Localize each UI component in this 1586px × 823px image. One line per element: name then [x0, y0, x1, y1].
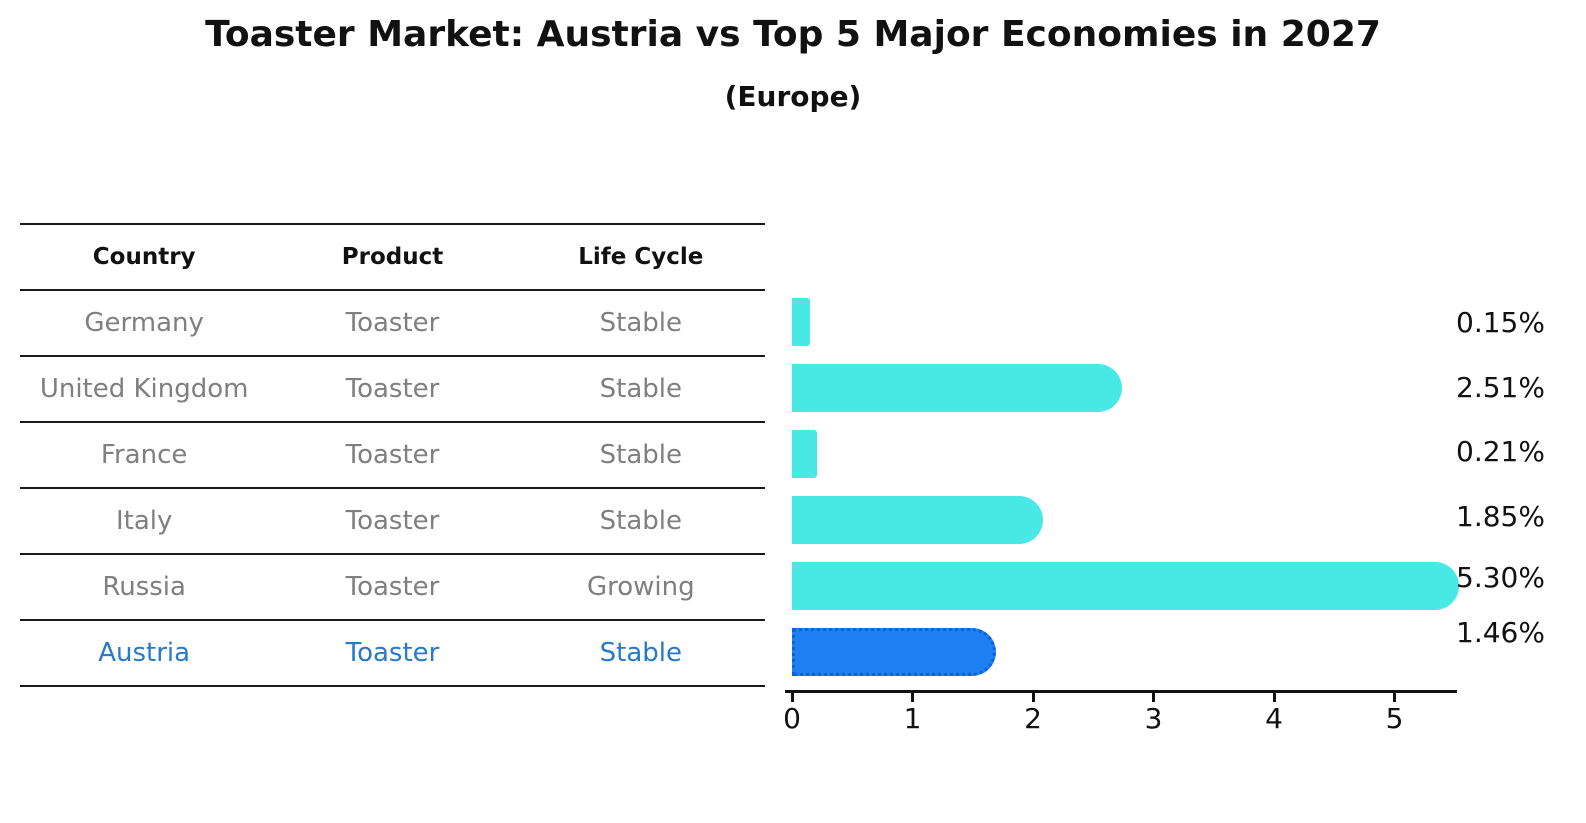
column-header-country: Country [92, 244, 196, 270]
value-label-united-kingdom: 2.51% [1456, 371, 1545, 404]
value-label-austria: 1.46% [1456, 616, 1545, 649]
x-tick [1272, 693, 1276, 702]
table-row-russia: Russia Toaster Growing [20, 555, 765, 621]
bar-row [792, 355, 1492, 421]
cell-france-product: Toaster [345, 440, 440, 470]
value-label-germany: 0.15% [1456, 306, 1545, 339]
x-tick-label: 0 [783, 702, 801, 735]
bar-row [792, 619, 1492, 685]
bar-row [792, 553, 1492, 619]
cell-italy-life-cycle: Stable [599, 506, 682, 536]
bar-row [792, 289, 1492, 355]
cell-germany-country: Germany [84, 308, 204, 338]
chart-subtitle: (Europe) [724, 80, 862, 113]
cell-russia-country: Russia [102, 572, 186, 602]
cell-russia-life-cycle: Growing [586, 572, 695, 602]
bar-france [792, 430, 817, 478]
cell-united-kingdom-life-cycle: Stable [599, 374, 682, 404]
x-tick [911, 693, 914, 702]
x-tick-label: 1 [903, 702, 922, 735]
x-axis-line [785, 690, 1457, 693]
cell-germany-product: Toaster [345, 308, 440, 338]
x-tick-label: 3 [1144, 702, 1163, 735]
cell-austria-life-cycle: Stable [599, 638, 682, 668]
country-table: Country Product Life Cycle Germany Toast… [20, 223, 765, 687]
bar-germany [792, 298, 810, 346]
cell-austria-country: Austria [98, 638, 191, 668]
value-label-russia: 5.30% [1456, 561, 1545, 594]
bar-austria [792, 628, 996, 676]
bar-russia [792, 562, 1459, 610]
bar-row [792, 487, 1492, 553]
bar-row [792, 421, 1492, 487]
column-header-product: Product [341, 244, 444, 270]
cell-germany-life-cycle: Stable [599, 308, 682, 338]
cell-united-kingdom-product: Toaster [345, 374, 440, 404]
bar-united-kingdom [792, 364, 1122, 412]
column-header-lifecycle: Life Cycle [578, 244, 704, 270]
table-row-germany: Germany Toaster Stable [20, 291, 765, 357]
cell-russia-product: Toaster [345, 572, 440, 602]
value-label-france: 0.21% [1456, 435, 1545, 468]
cell-italy-product: Toaster [345, 506, 440, 536]
table-header-row: Country Product Life Cycle [20, 225, 765, 291]
x-tick [1393, 693, 1396, 702]
cell-france-life-cycle: Stable [599, 440, 682, 470]
country-table-body: Germany Toaster Stable United Kingdom To… [20, 291, 765, 687]
cell-france-country: France [100, 440, 188, 470]
table-row-france: France Toaster Stable [20, 423, 765, 489]
x-tick-label: 5 [1385, 702, 1404, 735]
cell-italy-country: Italy [115, 506, 173, 536]
value-label-italy: 1.85% [1456, 500, 1545, 533]
x-tick [790, 693, 794, 702]
bar-italy [792, 496, 1043, 544]
table-row-austria: Austria Toaster Stable [20, 621, 765, 687]
cell-austria-product: Toaster [345, 638, 440, 668]
chart-title: Toaster Market: Austria vs Top 5 Major E… [205, 14, 1381, 55]
bar-plot-area [792, 289, 1492, 685]
table-row-united-kingdom: United Kingdom Toaster Stable [20, 357, 765, 423]
x-tick [1152, 693, 1155, 702]
x-tick [1031, 693, 1035, 702]
cell-united-kingdom-country: United Kingdom [39, 374, 249, 404]
table-row-italy: Italy Toaster Stable [20, 489, 765, 555]
x-tick-label: 2 [1024, 702, 1042, 735]
x-tick-label: 4 [1265, 702, 1283, 735]
